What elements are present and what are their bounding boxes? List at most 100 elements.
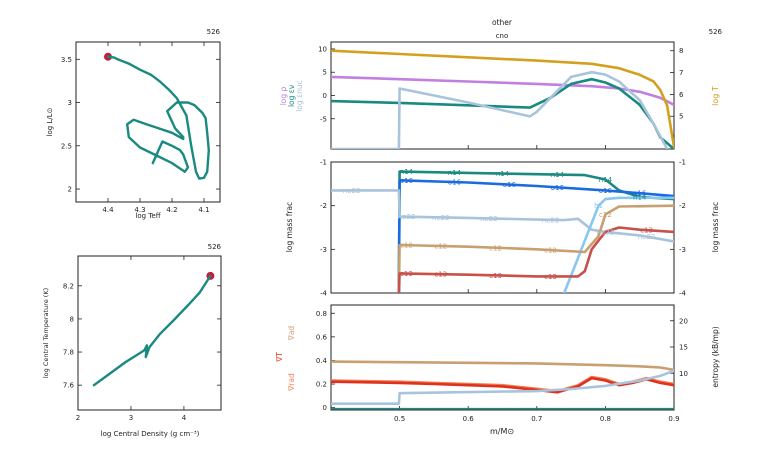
- abund-label-ne22: ne22: [343, 187, 361, 195]
- bottom-xtick-label: 0.7: [531, 415, 542, 423]
- abund-label-c12: c12: [434, 243, 447, 251]
- hr-ylabel: log L/L⊙: [46, 108, 54, 137]
- hr-frame: [75, 41, 221, 203]
- abund-label-n14: n14: [551, 171, 565, 179]
- abund-right-ytick-label: -3: [679, 246, 686, 254]
- bottom-xtick-label: 0.9: [668, 415, 679, 423]
- abundance-panel: log mass frac log mass frac -4 -3 -2 -1 -4 -3…: [285, 159, 720, 298]
- top-right-ytick-label: 7: [679, 69, 683, 77]
- abund-label-o16: o16: [551, 184, 565, 192]
- top-ylabel-left: log ρ: [279, 86, 288, 105]
- center-panel: 526 log Central Density (g cm⁻³) log Cen…: [42, 243, 222, 438]
- center-frame: [77, 255, 222, 411]
- top-lines: [331, 49, 674, 149]
- top-right-ytick-label: 8: [679, 47, 683, 55]
- bottom-right-ytick-label: 20: [679, 317, 688, 325]
- top-ylabels: log ρ log εν log εnuc log T: [279, 80, 720, 112]
- abund-label-c12: c12: [544, 247, 557, 255]
- bottom-ylabel-left: ∇rad: [287, 373, 296, 392]
- center-xtick-label: 3: [129, 414, 133, 422]
- center-model-number: 526: [208, 243, 222, 251]
- abund-label-ne22: ne22: [480, 215, 498, 223]
- center-ytick-label: 8: [70, 315, 74, 323]
- top-ylabel-left: log εν: [287, 85, 296, 107]
- abund-label-ne22: ne22: [542, 216, 560, 224]
- header-label-other: other: [492, 18, 513, 27]
- abund-label-c13: c13: [434, 271, 447, 279]
- abund-line-c13: [397, 226, 674, 293]
- abund-label-o16: o16: [633, 190, 647, 198]
- abund-line-n14: [397, 170, 674, 293]
- abund-label-o16: o16: [448, 179, 462, 187]
- abund-label-n14: n14: [400, 168, 414, 176]
- center-xlabel: log Central Density (g cm⁻³): [101, 430, 200, 438]
- abund-ylabel-right: log mass frac: [711, 202, 720, 252]
- hr-track: [106, 55, 211, 180]
- bottom-xtick-label: 0.6: [463, 415, 475, 423]
- top-right-ytick-label: 6: [679, 91, 684, 99]
- hr-ticks: 4.4 4.3 4.2 4.1 2 2.5 3 3.5: [61, 42, 220, 214]
- abund-label-o16: o16: [599, 187, 613, 195]
- abund-lines: [331, 170, 674, 293]
- abund-label-o16: o16: [400, 177, 414, 185]
- abund-ticks: -4 -3 -2 -1 -4 -3 -2 -1: [320, 159, 687, 298]
- top-model-number: 526: [709, 28, 723, 36]
- abund-label-c13: c13: [400, 270, 413, 278]
- abund-ylabel-left: log mass frac: [285, 202, 294, 252]
- abund-left-ytick-label: -2: [320, 202, 327, 210]
- abund-left-ytick-label: -1: [320, 159, 327, 167]
- abund-right-ytick-label: -4: [679, 290, 687, 298]
- hr-track-line: [106, 55, 211, 180]
- center-ylabel: log Central Temperature (K): [42, 288, 50, 378]
- top-left-ytick-label: 0: [323, 92, 327, 100]
- top-series-line: [331, 77, 674, 149]
- hr-xtick-label: 4.2: [166, 206, 177, 214]
- abund-line-c12: [397, 204, 674, 293]
- top-profile-panel: other cno 526 log ρ log εν log εnuc log T -…: [279, 18, 723, 150]
- abund-label-n14: n14: [633, 193, 647, 201]
- abund-label-c12: c12: [489, 244, 502, 252]
- abund-label-ne22: ne22: [638, 233, 656, 241]
- bottom-right-ytick-label: 15: [679, 344, 688, 352]
- abund-label-ne22: ne22: [597, 228, 615, 236]
- hr-xlabel: log Teff: [135, 212, 160, 220]
- abund-line-ne22: [331, 189, 674, 243]
- abund-label-o16: o16: [503, 181, 517, 189]
- abund-label-ne22: ne22: [432, 214, 450, 222]
- bottom-ylabel-right: entropy (kB/mp): [711, 326, 720, 387]
- abund-label-h1: h1: [594, 202, 603, 210]
- abund-label-c12: c12: [400, 242, 413, 250]
- bottom-ticks: 0 0.2 0.4 0.6 0.8 10 15 20 0.5 0.6 0.7 0.8 0.9: [316, 310, 688, 423]
- abund-right-ytick-label: -1: [679, 159, 686, 167]
- center-ticks: 2 3 4 7.6 7.8 8 8.2: [63, 256, 221, 422]
- abund-label-n14: n14: [448, 169, 462, 177]
- hr-xtick-label: 4.1: [198, 206, 209, 214]
- center-track-line: [92, 274, 212, 387]
- bottom-left-ytick-label: 0.4: [316, 357, 328, 365]
- center-ytick-label: 7.6: [63, 382, 75, 390]
- abund-line-h1: [562, 196, 674, 293]
- top-left-ytick-label: 5: [323, 69, 327, 77]
- bottom-xlabel: m/M⊙: [490, 427, 514, 436]
- bottom-frame: [330, 304, 675, 411]
- abund-frame: [330, 161, 675, 294]
- bottom-left-ytick-label: 0.6: [316, 333, 328, 341]
- bottom-left-ytick-label: 0.8: [316, 310, 327, 318]
- top-right-ytick-label: 5: [679, 113, 683, 121]
- hr-model-number: 526: [207, 28, 221, 36]
- bottom-left-ytick-label: 0.2: [316, 381, 327, 389]
- bottom-ylabels: ∇ad ∇T ∇rad: [275, 326, 296, 392]
- bottom-profile-panel: m/M⊙ ∇ad ∇T ∇rad entropy (kB/mp) 0 0.2 0.4 0.…: [275, 304, 720, 436]
- abund-label-n14: n14: [599, 176, 613, 184]
- top-left-ytick-label: -5: [320, 115, 327, 123]
- hr-ytick-label: 2.5: [61, 142, 72, 150]
- top-ylabel-left: log εnuc: [295, 80, 304, 112]
- hr-xtick-label: 4.3: [134, 206, 145, 214]
- abund-label-c13: c13: [640, 227, 653, 235]
- center-xtick-label: 2: [76, 414, 80, 422]
- bottom-xtick-label: 0.5: [394, 415, 405, 423]
- abund-label-n14: n14: [496, 170, 510, 178]
- abund-label-c13: c13: [544, 273, 557, 281]
